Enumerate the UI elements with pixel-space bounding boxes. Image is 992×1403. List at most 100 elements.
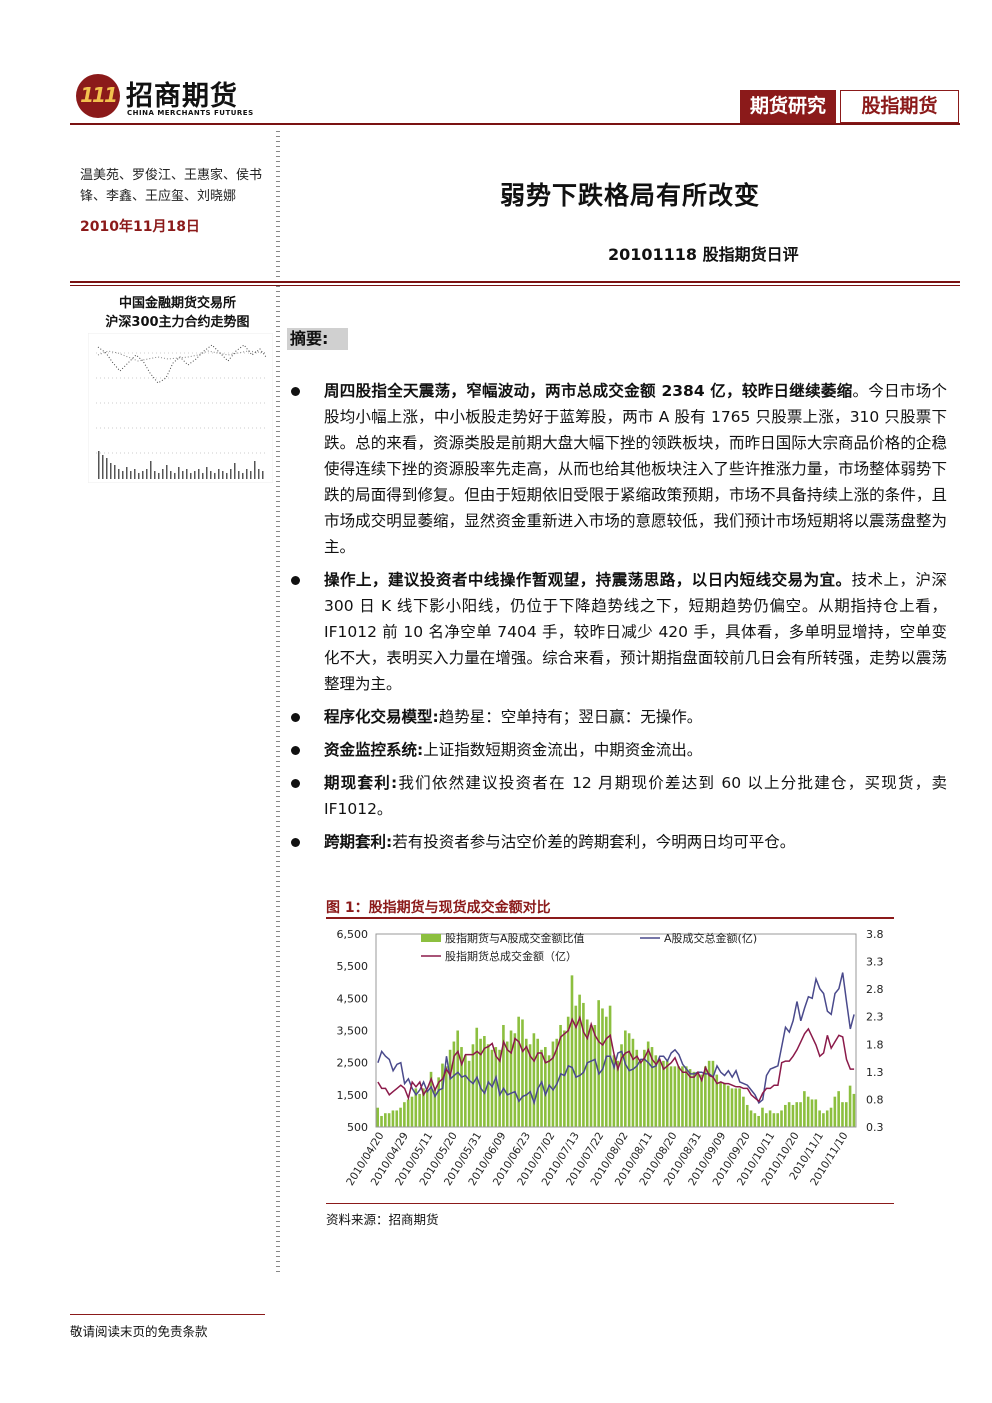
bullet-arbitrage: 期现套利:我们依然建议投资者在 12 月期现价差达到 60 以上分批建仓，买现货… [287, 770, 947, 822]
bar [791, 1104, 795, 1127]
authors: 温美苑、罗俊江、王惠家、侯书锋、李鑫、王应玺、刘晓娜 [80, 168, 263, 204]
bar [406, 1099, 410, 1127]
plot-frame [375, 933, 857, 1128]
bar [479, 1038, 482, 1127]
bar [715, 1074, 719, 1127]
bar [776, 1113, 780, 1127]
bar [410, 1096, 414, 1127]
bar [742, 1096, 745, 1127]
bar [669, 1066, 673, 1127]
bar [658, 1060, 661, 1127]
bar [483, 1036, 486, 1127]
logo-subtext: CHINA MERCHANTS FUTURES [127, 109, 254, 117]
bar [772, 1113, 776, 1127]
bar [719, 1082, 722, 1127]
bar [391, 1110, 395, 1127]
bar [566, 1016, 570, 1127]
page-title: 弱势下跌格局有所改变 [499, 181, 760, 210]
y-left-tick-label: 1,500 [337, 1089, 369, 1102]
bar [787, 1102, 791, 1127]
bar [536, 1038, 540, 1127]
bar [460, 1047, 463, 1127]
bar [521, 1019, 524, 1127]
bar [810, 1099, 814, 1127]
y-right-tick-label: 1.3 [866, 1066, 884, 1079]
logo-text: 招商期货 [126, 81, 238, 112]
bar [768, 1110, 772, 1127]
legend-swatch-ratio [421, 934, 441, 942]
bar [818, 1110, 821, 1127]
bar [749, 1110, 753, 1127]
bar [745, 1104, 749, 1127]
bar [467, 1060, 471, 1127]
bar [509, 1030, 513, 1127]
bar [681, 1066, 684, 1127]
sidebar-chart-price [97, 344, 267, 384]
legend-label-a-share: A股成交总金额(亿) [664, 931, 757, 945]
bar [570, 975, 574, 1127]
logo-icon: 111 [76, 74, 120, 118]
bar [429, 1071, 433, 1127]
bar [620, 1044, 623, 1127]
bar [616, 1060, 620, 1127]
y-left-tick-label: 4,500 [337, 992, 369, 1005]
summary-heading: 摘要: [287, 328, 348, 350]
bar [574, 1005, 578, 1127]
bar [784, 1104, 787, 1127]
bullet-dot-icon [291, 713, 300, 722]
bar [677, 1066, 680, 1127]
bar [612, 1055, 616, 1127]
bar [852, 1093, 856, 1127]
bar [604, 1016, 608, 1127]
bar [490, 1049, 494, 1127]
bar [684, 1066, 688, 1127]
bar [688, 1069, 692, 1127]
bullet-operation: 操作上，建议投资者中线操作暂观望，持震荡思路，以日内短线交易为宜。技术上，沪深 … [287, 567, 947, 697]
y-right-tick-label: 2.3 [866, 1011, 884, 1024]
bar [757, 1115, 760, 1127]
bar [448, 1049, 452, 1127]
footer-disclaimer: 敬请阅读末页的免责条款 [70, 1324, 208, 1339]
bar [764, 1113, 768, 1127]
bar [814, 1099, 818, 1127]
bar [456, 1030, 460, 1127]
y-right-tick-label: 3.3 [866, 956, 884, 969]
legend-label-futures: 股指期货总成交金额（亿） [445, 949, 577, 963]
bar [673, 1066, 677, 1127]
figure-title: 图 1：股指期货与现货成交金额对比 [326, 900, 551, 916]
bar [513, 1033, 517, 1127]
bar [833, 1096, 837, 1127]
bullet-dot-icon [291, 387, 300, 396]
bar [384, 1113, 387, 1127]
bar [700, 1074, 703, 1127]
bar [380, 1115, 383, 1127]
bar [464, 1055, 467, 1127]
bar [532, 1033, 536, 1127]
bullet-dot-icon [291, 576, 300, 585]
bar [726, 1085, 730, 1127]
bar [841, 1102, 844, 1127]
bar [635, 1049, 639, 1127]
bar [376, 1107, 380, 1127]
bar [517, 1016, 520, 1127]
figure-bottom-rule [326, 1203, 894, 1204]
bar [761, 1107, 764, 1127]
bar [704, 1066, 707, 1127]
y-right-tick-label: 0.8 [866, 1093, 884, 1106]
bar [829, 1107, 833, 1127]
bar [738, 1088, 741, 1127]
sidebar-chart-frame [88, 333, 273, 483]
page-subtitle: 20101118 股指期货日评 [608, 245, 799, 264]
series-line-futures [377, 1015, 855, 1103]
bar [597, 1000, 600, 1127]
legend-label-ratio: 股指期货与A股成交金额比值 [445, 931, 585, 945]
turnover-chart: 6,500 5,500 4,500 3,500 2,500 1,500 500 3.8 3.3 2… [337, 928, 884, 1188]
bar [822, 1113, 825, 1127]
summary-bullets: 周四股指全天震荡，窄幅波动，两市总成交金额 2384 亿，较昨日继续萎缩。今日市… [287, 378, 947, 862]
bar [825, 1110, 829, 1127]
y-left-tick-label: 500 [347, 1121, 368, 1134]
y-right-tick-label: 0.3 [866, 1121, 884, 1134]
bar [444, 1066, 448, 1127]
bar [643, 1049, 646, 1127]
bar [498, 1049, 501, 1127]
